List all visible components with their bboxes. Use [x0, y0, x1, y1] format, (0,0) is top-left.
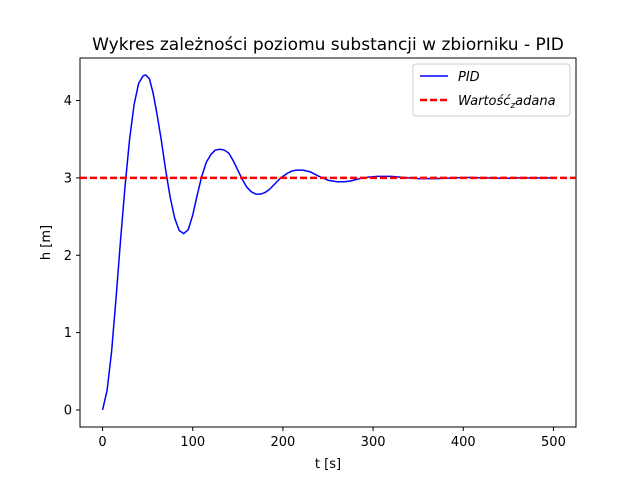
legend: PID Wartośćzadana — [412, 63, 571, 117]
y-tick-label: 2 — [64, 249, 72, 264]
plot-area: 0 100 200 300 400 500 0 1 2 3 4 — [64, 57, 577, 450]
y-tick-label: 0 — [64, 403, 72, 418]
y-axis-ticks: 0 1 2 3 4 — [64, 94, 80, 418]
x-tick-label: 400 — [451, 435, 476, 450]
legend-label-setpoint: Wartośćzadana — [458, 94, 556, 111]
y-tick-label: 3 — [64, 171, 72, 186]
x-axis-ticks: 0 100 200 300 400 500 — [98, 427, 566, 450]
legend-label-pid: PID — [458, 70, 480, 85]
y-tick-label: 4 — [64, 94, 72, 109]
chart-title: Wykres zależności poziomu substancji w z… — [92, 35, 564, 55]
y-tick-label: 1 — [64, 326, 72, 341]
x-tick-label: 100 — [180, 435, 205, 450]
x-axis-label: t [s] — [315, 457, 341, 472]
legend-label-setpoint-sub: z — [509, 101, 515, 111]
series-layer — [80, 74, 576, 411]
axes-frame — [79, 57, 577, 428]
legend-box — [412, 63, 571, 117]
x-tick-label: 200 — [270, 435, 295, 450]
legend-label-setpoint-main: Wartość — [458, 94, 511, 109]
series-line-pid — [101, 74, 551, 411]
x-tick-label: 500 — [541, 435, 566, 450]
x-tick-label: 0 — [98, 435, 106, 450]
legend-label-setpoint-rest: adana — [515, 94, 555, 109]
x-tick-label: 300 — [361, 435, 386, 450]
y-axis-label: h [m] — [39, 225, 54, 260]
